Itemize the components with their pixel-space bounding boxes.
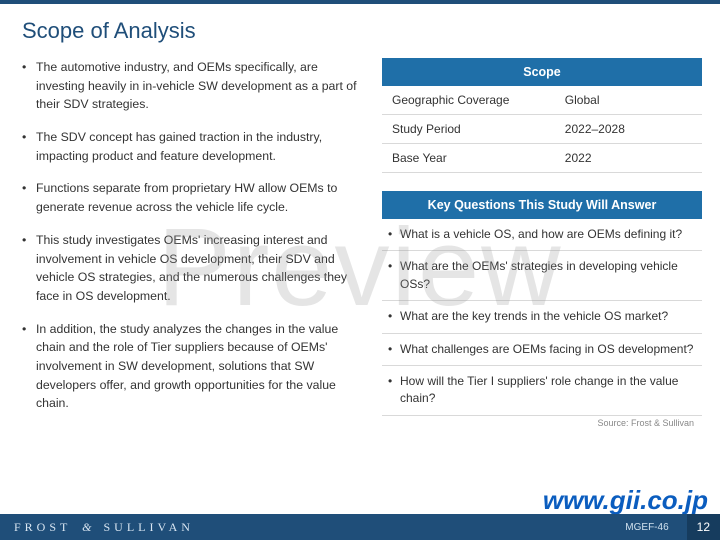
- document-code: MGEF-46: [625, 522, 668, 533]
- list-item: The automotive industry, and OEMs specif…: [22, 58, 364, 114]
- scope-label: Study Period: [382, 115, 555, 144]
- list-item: What challenges are OEMs facing in OS de…: [382, 334, 702, 366]
- list-item: In addition, the study analyzes the chan…: [22, 320, 364, 413]
- source-note: Source: Frost & Sullivan: [382, 418, 702, 428]
- key-questions-list: What is a vehicle OS, and how are OEMs d…: [382, 219, 702, 416]
- list-item: This study investigates OEMs' increasing…: [22, 231, 364, 306]
- scope-label: Base Year: [382, 144, 555, 173]
- list-item: The SDV concept has gained traction in t…: [22, 128, 364, 165]
- list-item: Functions separate from proprietary HW a…: [22, 179, 364, 216]
- list-item: How will the Tier I suppliers' role chan…: [382, 366, 702, 416]
- brand-ampersand: &: [82, 520, 92, 534]
- list-item: What is a vehicle OS, and how are OEMs d…: [382, 219, 702, 251]
- page-number: 12: [687, 514, 720, 540]
- brand-logo: FROST & SULLIVAN: [14, 520, 194, 535]
- table-row: Geographic Coverage Global: [382, 86, 702, 115]
- analysis-bullets: The automotive industry, and OEMs specif…: [22, 58, 364, 413]
- table-row: Base Year 2022: [382, 144, 702, 173]
- key-questions-header: Key Questions This Study Will Answer: [382, 191, 702, 219]
- scope-value: 2022: [555, 144, 702, 173]
- scope-label: Geographic Coverage: [382, 86, 555, 115]
- content-area: The automotive industry, and OEMs specif…: [0, 44, 720, 428]
- scope-header: Scope: [382, 58, 702, 86]
- scope-table: Geographic Coverage Global Study Period …: [382, 86, 702, 173]
- brand-left: FROST: [14, 520, 71, 534]
- brand-right: SULLIVAN: [103, 520, 193, 534]
- left-column: The automotive industry, and OEMs specif…: [22, 58, 364, 428]
- table-row: Study Period 2022–2028: [382, 115, 702, 144]
- footer-bar: FROST & SULLIVAN MGEF-46 12: [0, 514, 720, 540]
- url-watermark: www.gii.co.jp: [543, 485, 708, 516]
- right-column: Scope Geographic Coverage Global Study P…: [382, 58, 702, 428]
- list-item: What are the key trends in the vehicle O…: [382, 301, 702, 333]
- scope-value: Global: [555, 86, 702, 115]
- page-title: Scope of Analysis: [0, 4, 720, 44]
- list-item: What are the OEMs' strategies in develop…: [382, 251, 702, 301]
- scope-value: 2022–2028: [555, 115, 702, 144]
